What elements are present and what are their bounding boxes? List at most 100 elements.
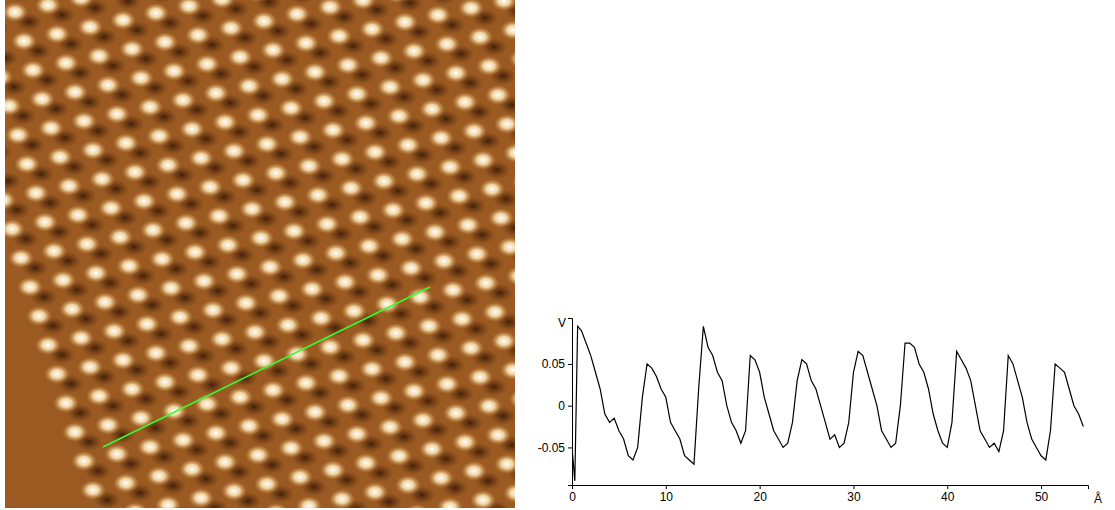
image-texture	[59, 299, 85, 319]
image-texture	[149, 249, 175, 269]
image-texture	[302, 402, 328, 422]
image-texture	[338, 178, 364, 198]
image-texture	[197, 177, 223, 197]
image-texture	[485, 85, 511, 105]
image-texture	[470, 150, 496, 170]
image-texture	[430, 0, 456, 5]
image-texture	[245, 105, 271, 125]
image-texture	[29, 89, 55, 109]
image-texture	[461, 461, 487, 481]
y-tick: 0	[558, 399, 572, 413]
image-texture	[455, 215, 481, 235]
image-texture	[155, 495, 181, 508]
image-texture	[494, 114, 515, 134]
image-texture	[5, 172, 21, 190]
image-texture	[284, 4, 310, 24]
image-texture	[122, 502, 148, 508]
image-texture	[332, 272, 358, 292]
image-texture	[86, 46, 112, 66]
image-texture	[449, 309, 475, 329]
image-texture	[134, 314, 160, 334]
image-texture	[341, 301, 367, 321]
image-texture	[131, 191, 157, 211]
image-texture	[182, 242, 208, 262]
image-texture	[278, 438, 304, 458]
image-texture	[11, 31, 37, 51]
image-texture	[428, 468, 454, 488]
image-texture	[44, 364, 70, 384]
image-texture	[431, 251, 457, 271]
image-texture	[77, 17, 103, 37]
image-texture	[155, 155, 181, 175]
image-texture	[446, 186, 472, 206]
image-texture	[170, 430, 196, 450]
image-texture	[422, 222, 448, 242]
image-texture	[371, 171, 397, 191]
image-texture	[395, 475, 421, 495]
image-texture	[329, 149, 355, 169]
image-texture	[173, 213, 199, 233]
y-tick-mark	[568, 447, 572, 448]
image-texture	[383, 0, 409, 3]
image-texture	[137, 437, 163, 457]
image-texture	[278, 98, 304, 118]
image-texture	[14, 154, 40, 174]
image-background	[5, 0, 515, 508]
image-texture	[287, 127, 313, 147]
image-texture	[500, 360, 515, 380]
image-texture	[293, 33, 319, 53]
image-texture	[269, 69, 295, 89]
image-texture	[107, 227, 133, 247]
image-texture	[38, 118, 64, 138]
image-texture	[350, 330, 376, 350]
x-tick: 0	[569, 485, 576, 504]
image-texture	[296, 156, 322, 176]
image-texture	[326, 26, 352, 46]
image-texture	[194, 394, 220, 414]
image-texture	[410, 70, 436, 90]
image-texture	[5, 143, 12, 161]
image-texture	[5, 20, 9, 38]
image-texture	[317, 0, 343, 17]
x-axis-title: Å	[1094, 491, 1102, 506]
image-texture	[5, 190, 16, 210]
image-texture	[242, 322, 268, 342]
image-texture	[32, 212, 58, 232]
x-axis-line	[573, 486, 1089, 490]
x-tick-label: 10	[660, 490, 674, 504]
image-texture	[314, 214, 340, 234]
image-texture	[497, 237, 515, 257]
image-texture	[410, 410, 436, 430]
image-texture	[101, 321, 127, 341]
image-texture	[356, 236, 382, 256]
image-texture	[289, 0, 315, 4]
y-axis-line	[568, 319, 573, 486]
image-texture	[125, 285, 151, 305]
image-texture	[401, 41, 427, 61]
image-texture	[419, 439, 445, 459]
image-texture	[395, 135, 421, 155]
image-texture	[335, 55, 361, 75]
image-texture	[92, 292, 118, 312]
image-texture	[221, 481, 247, 501]
image-texture	[200, 300, 226, 320]
image-texture	[230, 170, 256, 190]
image-texture	[62, 82, 88, 102]
image-texture	[308, 308, 334, 328]
image-texture	[239, 199, 265, 219]
image-texture	[353, 113, 379, 133]
image-texture	[128, 408, 154, 428]
image-texture	[245, 445, 271, 465]
image-texture	[122, 162, 148, 182]
image-texture	[398, 258, 424, 278]
image-texture	[50, 270, 76, 290]
image-texture	[296, 496, 322, 508]
image-texture	[479, 179, 505, 199]
image-texture	[20, 60, 46, 80]
image-texture	[212, 452, 238, 472]
image-texture	[89, 169, 115, 189]
image-texture	[152, 32, 178, 52]
image-texture	[194, 54, 220, 74]
image-texture	[158, 278, 184, 298]
image-texture	[335, 395, 361, 415]
